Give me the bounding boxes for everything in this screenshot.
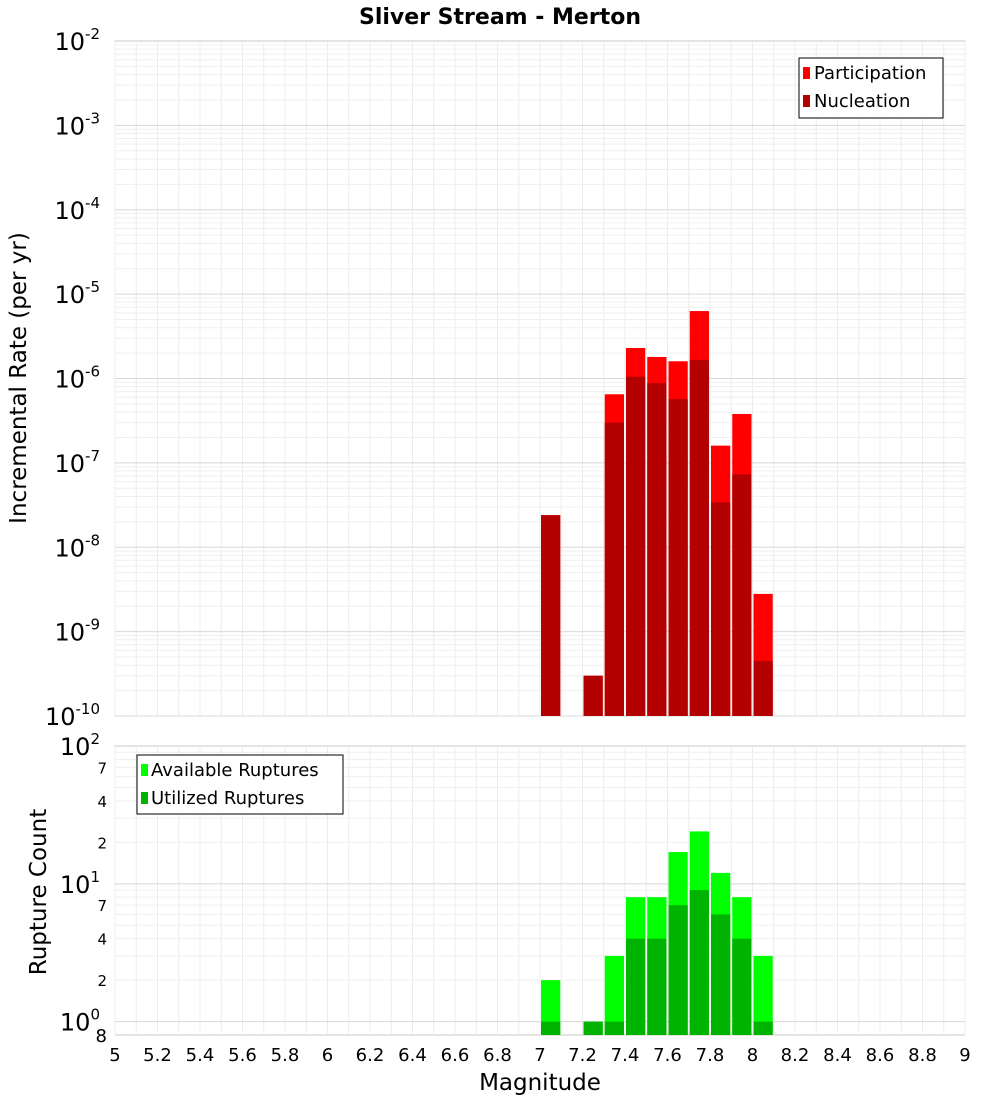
top-bars: [541, 311, 773, 716]
bottom-y-major-tick-label: 100: [60, 1006, 100, 1037]
utilized-ruptures-bar: [541, 1021, 561, 1035]
bottom-legend-box: [136, 754, 344, 815]
x-tick-label: 7.6: [653, 1045, 682, 1066]
top-y-tick-label: 10-8: [54, 531, 100, 562]
utilized-ruptures-bar: [753, 1021, 773, 1035]
nucleation-bar: [604, 422, 624, 716]
bottom-y-minor-tick-label: 4: [97, 931, 107, 949]
x-tick-label: 6.6: [441, 1045, 470, 1066]
top-y-tick-label: 10-9: [54, 616, 100, 647]
nucleation-legend-label: Nucleation: [814, 91, 910, 112]
x-tick-label: 7.2: [568, 1045, 597, 1066]
nucleation-bar: [668, 399, 688, 716]
top-y-tick-label: 10-7: [54, 447, 100, 478]
nucleation-bar: [647, 383, 667, 716]
top-legend: Participation Nucleation: [798, 57, 944, 119]
x-tick-label: 8.8: [908, 1045, 937, 1066]
nucleation-legend-swatch: [803, 95, 810, 107]
x-tick-label: 7.8: [696, 1045, 725, 1066]
x-tick-labels: 5 5.2 5.4 5.6 5.8 6 6.2 6.4 6.6 6.8 7 7.2 7.4 7.6 7.8 8…: [109, 1045, 970, 1066]
bottom-y-axis-label: Rupture Count: [26, 809, 52, 975]
nucleation-bar: [541, 515, 561, 716]
utilized-ruptures-bar: [626, 938, 646, 1035]
x-tick-label: 5.2: [143, 1045, 172, 1066]
available-ruptures-bar: [753, 955, 773, 1035]
x-tick-label: 7.4: [611, 1045, 640, 1066]
x-tick-label: 5.6: [228, 1045, 257, 1066]
top-y-axis-label: Incremental Rate (per yr): [6, 232, 32, 524]
utilized-ruptures-bar: [711, 914, 731, 1035]
utilized-ruptures-bar: [583, 1021, 603, 1035]
x-tick-label: 6: [322, 1045, 333, 1066]
top-y-tick-label: 10-4: [54, 194, 100, 225]
utilized-ruptures-legend-label: Utilized Ruptures: [151, 788, 304, 809]
x-tick-label: 5.8: [271, 1045, 300, 1066]
nucleation-bar: [689, 360, 709, 716]
top-y-tick-labels: 10-10 10-9 10-8 10-7 10-6 10-5 10-4 10-3 10-2: [45, 25, 100, 731]
top-y-tick-label: 10-10: [45, 700, 100, 731]
top-y-tick-label: 10-6: [54, 363, 100, 394]
available-ruptures-bar: [541, 980, 561, 1035]
participation-legend-label: Participation: [814, 63, 926, 84]
bottom-bars: [541, 831, 773, 1035]
top-y-tick-label: 10-2: [54, 25, 100, 56]
bottom-y-major-tick-label: 101: [60, 868, 100, 899]
available-ruptures-bar: [604, 955, 624, 1035]
bottom-y-minor-tick-label: 4: [97, 793, 107, 811]
participation-legend-swatch: [803, 67, 810, 79]
bottom-y-major-tick-label: 102: [60, 730, 100, 761]
x-tick-label: 6.8: [483, 1045, 512, 1066]
x-tick-label: 8.2: [781, 1045, 810, 1066]
nucleation-bar: [753, 660, 773, 716]
top-y-tick-label: 10-5: [54, 278, 100, 309]
top-gridlines: [114, 41, 966, 717]
x-tick-label: 8: [747, 1045, 758, 1066]
utilized-ruptures-bar: [647, 938, 667, 1035]
top-y-tick-label: 10-3: [54, 109, 100, 140]
utilized-ruptures-bar: [668, 905, 688, 1035]
x-tick-label: 9: [959, 1045, 970, 1066]
x-tick-label: 6.2: [356, 1045, 385, 1066]
nucleation-bar: [626, 376, 646, 716]
nucleation-bar: [583, 675, 603, 716]
bottom-y-minor-tick-label: 2: [97, 834, 107, 852]
bottom-y-minor-tick-label: 7: [97, 759, 107, 777]
bottom-y-minor-tick-label: 7: [97, 897, 107, 915]
top-legend-box: [798, 57, 944, 119]
utilized-ruptures-bar: [732, 938, 752, 1035]
nucleation-bar: [711, 502, 731, 716]
utilized-ruptures-bar: [689, 890, 709, 1035]
x-axis-label: Magnitude: [479, 1070, 601, 1096]
utilized-ruptures-legend-swatch: [141, 792, 148, 804]
x-tick-label: 5.4: [186, 1045, 215, 1066]
nucleation-bar: [732, 474, 752, 716]
x-tick-label: 5: [109, 1045, 120, 1066]
chart-title: Sliver Stream - Merton: [359, 5, 641, 30]
available-ruptures-legend-swatch: [141, 764, 148, 776]
x-tick-label: 8.4: [823, 1045, 852, 1066]
utilized-ruptures-bar: [604, 1021, 624, 1035]
x-tick-label: 8.6: [866, 1045, 895, 1066]
x-tick-label: 6.4: [398, 1045, 427, 1066]
available-ruptures-legend-label: Available Ruptures: [151, 760, 319, 781]
bottom-legend: Available Ruptures Utilized Ruptures: [136, 754, 344, 815]
bottom-y-minor-tick-label: 2: [97, 972, 107, 990]
bottom-y-tick-labels: 100 101 102 2 4 7 2 4 7 8: [60, 730, 107, 1047]
x-tick-label: 7: [534, 1045, 545, 1066]
bottom-y-minor-tick-label: 8: [96, 1026, 107, 1047]
